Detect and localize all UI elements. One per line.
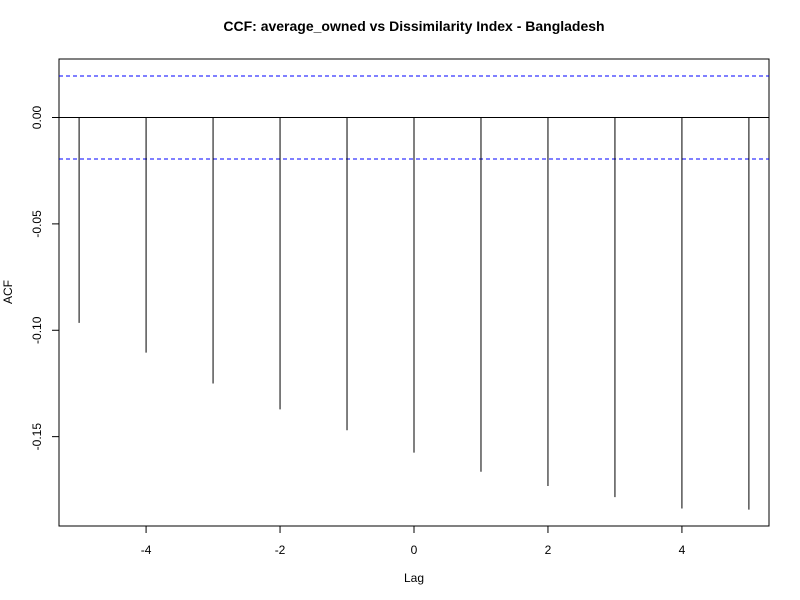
y-tick-label: -0.10 bbox=[30, 316, 44, 344]
y-axis: 0.00 -0.05 -0.10 -0.15 bbox=[30, 106, 59, 451]
x-axis: -4 -2 0 2 4 bbox=[141, 526, 686, 557]
x-axis-label: Lag bbox=[404, 571, 424, 585]
x-tick-label: 2 bbox=[545, 543, 552, 557]
y-axis-label: ACF bbox=[1, 280, 15, 304]
y-tick-label: 0.00 bbox=[30, 106, 44, 130]
chart-title: CCF: average_owned vs Dissimilarity Inde… bbox=[223, 18, 604, 34]
x-tick-label: -4 bbox=[141, 543, 152, 557]
x-tick-label: -2 bbox=[275, 543, 286, 557]
plot-area bbox=[59, 75, 769, 510]
x-tick-label: 4 bbox=[679, 543, 686, 557]
x-tick-label: 0 bbox=[411, 543, 418, 557]
y-tick-label: -0.05 bbox=[30, 210, 44, 238]
y-tick-label: -0.15 bbox=[30, 423, 44, 451]
